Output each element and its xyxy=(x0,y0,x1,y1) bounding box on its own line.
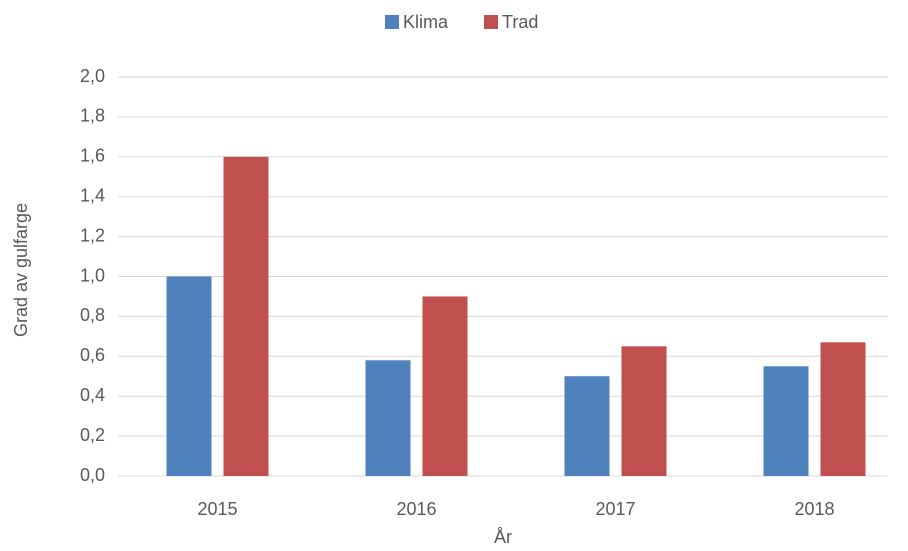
y-tick-label: 2,0 xyxy=(80,66,105,86)
legend-swatch xyxy=(385,15,399,29)
y-tick-label: 0,4 xyxy=(80,385,105,405)
y-tick-label: 1,6 xyxy=(80,146,105,166)
bar xyxy=(223,156,269,477)
legend-label: Klima xyxy=(403,12,449,32)
legend-swatch xyxy=(484,15,498,29)
x-tick-label: 2018 xyxy=(794,499,834,519)
x-tick-label: 2016 xyxy=(396,499,436,519)
bar xyxy=(820,342,866,476)
y-axis-label: Grad av gulfarge xyxy=(11,203,31,337)
bar xyxy=(621,346,667,476)
bar xyxy=(365,360,411,476)
bar xyxy=(166,276,212,476)
y-tick-label: 1,0 xyxy=(80,265,105,285)
y-tick-label: 1,2 xyxy=(80,225,105,245)
x-tick-label: 2015 xyxy=(197,499,237,519)
bar xyxy=(564,376,610,476)
bar xyxy=(763,366,809,476)
y-tick-label: 1,8 xyxy=(80,106,105,126)
bar xyxy=(422,296,468,476)
y-tick-label: 0,6 xyxy=(80,345,105,365)
y-tick-label: 0,0 xyxy=(80,465,105,485)
y-tick-label: 0,2 xyxy=(80,425,105,445)
x-axis-label: År xyxy=(494,527,512,547)
legend-label: Trad xyxy=(502,12,538,32)
y-tick-label: 0,8 xyxy=(80,305,105,325)
x-tick-label: 2017 xyxy=(595,499,635,519)
y-tick-label: 1,4 xyxy=(80,185,105,205)
